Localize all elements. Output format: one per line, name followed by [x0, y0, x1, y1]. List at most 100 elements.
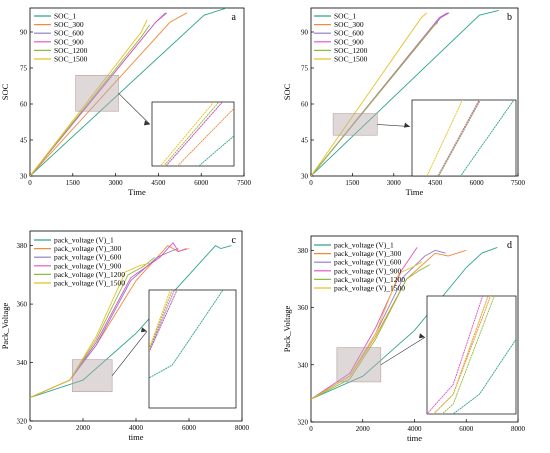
series-group	[30, 8, 228, 176]
inset-arrow-head	[419, 333, 425, 339]
y-tick-label: 75	[301, 65, 309, 73]
series-line	[30, 12, 166, 176]
legend-label: pack_voltage (V)_300	[334, 249, 402, 258]
y-tick-label: 60	[301, 101, 309, 109]
x-tick-label: 6000	[194, 179, 209, 187]
y-tick-label: 320	[17, 418, 28, 426]
y-tick-label: 380	[17, 242, 28, 250]
series-line	[30, 8, 228, 176]
inset-arrow-head	[144, 120, 150, 126]
legend-label: pack_voltage (V)_900	[54, 261, 122, 270]
legend-label: SOC_900	[334, 37, 364, 46]
series-line	[30, 262, 150, 399]
plot-frame	[29, 7, 245, 177]
inset-frame	[151, 101, 235, 167]
y-tick-label: 45	[301, 137, 309, 145]
y-tick-label: 340	[17, 359, 28, 367]
panel-letter: b	[507, 12, 512, 23]
legend-label: SOC_300	[334, 20, 364, 29]
inset-series-line	[437, 100, 480, 176]
panel-letter: a	[232, 12, 237, 23]
x-tick-label: 4000	[408, 425, 423, 433]
x-axis-label: Time	[128, 187, 146, 197]
legend-label: pack_voltage (V)_900	[334, 266, 402, 275]
y-tick-label: 90	[301, 29, 309, 37]
zoom-region	[336, 347, 382, 383]
inset-series-group	[159, 102, 234, 166]
panel-letter: c	[232, 235, 237, 246]
inset-series-line	[149, 290, 224, 379]
x-tick-label: 4000	[129, 424, 144, 432]
inset-arrow	[380, 337, 426, 366]
panel-d: 0 2000 4000 6000 8000 320 340 360 380 time Pack_Vo…	[282, 235, 526, 443]
inset-arrow-head	[404, 122, 410, 128]
inset-arrow	[118, 92, 151, 125]
inset-arrow	[111, 331, 148, 376]
y-tick-label: 360	[298, 304, 309, 312]
x-tick-label: 0	[309, 425, 313, 433]
inset-series-group	[427, 296, 516, 414]
x-tick-label: 8000	[511, 425, 526, 433]
legend-label: pack_voltage (V)_1200	[334, 275, 405, 284]
legend-label: pack_voltage (V)_1500	[334, 284, 405, 293]
x-tick-label: 6000	[470, 179, 485, 187]
series-line	[311, 9, 499, 176]
x-tick-label: 3000	[387, 179, 402, 187]
series-group	[311, 9, 499, 176]
inset-series-group	[426, 100, 515, 176]
x-tick-label: 4500	[428, 179, 443, 187]
legend-label: pack_voltage (V)_300	[54, 244, 122, 253]
x-tick-label: 8000	[235, 424, 250, 432]
x-tick-label: 1500	[66, 179, 81, 187]
y-tick-label: 320	[298, 419, 309, 427]
inset-frame	[411, 99, 517, 177]
legend-label: SOC_1500	[54, 55, 88, 64]
legend-label: SOC_600	[334, 29, 364, 38]
legend-label: pack_voltage (V)_1200	[54, 270, 125, 279]
x-axis-label: Time	[406, 187, 424, 197]
series-line	[30, 24, 151, 176]
series-line	[30, 19, 148, 176]
series-line	[311, 261, 423, 400]
inset-series-line	[198, 135, 234, 166]
series-line	[311, 22, 439, 176]
y-tick-label: 75	[20, 65, 28, 73]
x-tick-label: 7500	[237, 179, 252, 187]
y-tick-label: 90	[20, 29, 28, 37]
panel-a: 0 1500 3000 4500 6000 7500 30 45 60 75 90 Time SOC a S…	[0, 7, 252, 197]
x-tick-label: 0	[28, 424, 32, 432]
legend-label: pack_voltage (V)_1	[334, 241, 394, 250]
x-tick-label: 1500	[345, 179, 360, 187]
y-tick-label: 340	[298, 361, 309, 369]
zoom-region	[332, 113, 378, 136]
x-tick-label: 4500	[151, 179, 166, 187]
zoom-region	[72, 359, 113, 393]
legend-label: pack_voltage (V)_1500	[54, 279, 125, 288]
x-axis-label: time	[128, 432, 143, 442]
legend-label: SOC_1200	[54, 46, 88, 55]
legend-label: pack_voltage (V)_600	[334, 258, 402, 267]
panel-letter: d	[507, 240, 512, 251]
y-axis-label: Pack_Voltage	[0, 302, 10, 349]
x-tick-label: 2000	[356, 425, 371, 433]
x-tick-label: 7500	[511, 179, 526, 187]
y-axis-label: SOC	[0, 83, 10, 100]
y-tick-label: 60	[20, 101, 28, 109]
series-group	[30, 241, 232, 399]
inset-series-line	[432, 296, 489, 414]
x-axis-label: time	[407, 433, 422, 443]
y-axis-label: Pack_Voltage	[282, 305, 292, 352]
y-tick-label: 45	[20, 137, 28, 145]
inset-series-line	[437, 100, 481, 176]
legend-label: pack_voltage (V)_600	[54, 253, 122, 262]
y-axis-label: SOC	[282, 83, 292, 100]
y-tick-label: 360	[17, 301, 28, 309]
inset-series-line	[452, 338, 516, 414]
legend-label: pack_voltage (V)_1	[54, 236, 114, 245]
y-tick-label: 380	[298, 247, 309, 255]
y-tick-label: 30	[20, 173, 28, 181]
legend-label: SOC_300	[54, 20, 84, 29]
legend-label: SOC_1	[334, 12, 356, 21]
legend-label: SOC_1	[54, 12, 76, 21]
